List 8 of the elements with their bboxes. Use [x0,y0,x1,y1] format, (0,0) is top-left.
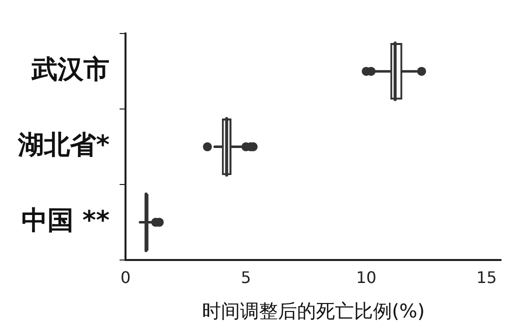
x-tick-label: 10 [356,268,376,287]
y-tick-label: 中国 ** [21,206,110,236]
x-axis-title: 时间调整后的死亡比例(%) [202,300,425,323]
x-tick-label: 15 [476,268,497,287]
x-tick-label: 0 [120,268,131,287]
x-tick-label: 5 [240,268,252,287]
y-tick-label: 武汉市 [30,55,110,86]
y-tick-label: 湖北省* [16,130,110,161]
